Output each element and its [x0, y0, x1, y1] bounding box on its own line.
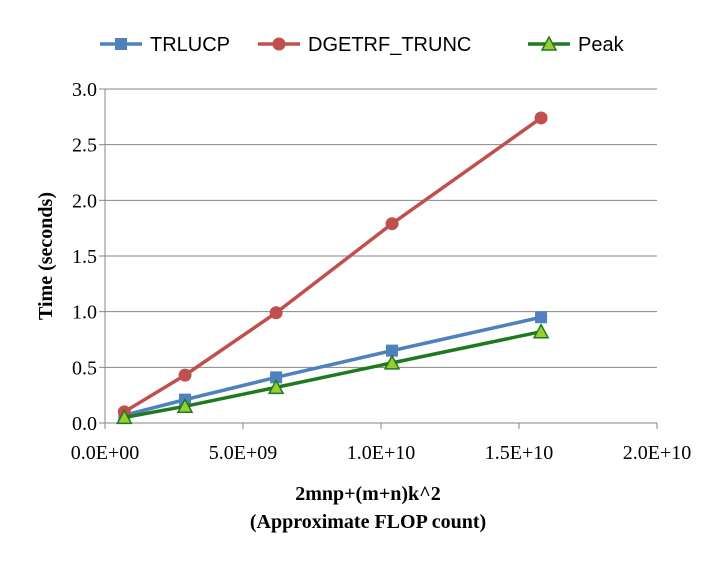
legend-swatch-marker	[115, 38, 127, 50]
y-axis-title: Time (seconds)	[35, 192, 57, 320]
y-tick-label: 0.0	[72, 413, 97, 435]
legend-item: DGETRF_TRUNC	[258, 34, 471, 56]
x-tick-label: 0.0E+00	[71, 442, 140, 464]
series-dgetrf-trunc	[117, 111, 548, 419]
x-tick-label: 5.0E+09	[209, 442, 278, 464]
legend-swatch-marker	[540, 35, 558, 51]
series-layer	[116, 111, 550, 425]
data-point	[269, 306, 283, 320]
legend: TRLUCP DGETRF_TRUNC Peak	[100, 34, 625, 56]
y-tick-label: 1.0	[72, 302, 97, 324]
data-point	[176, 397, 194, 414]
x-axis-title-line: 2mnp+(m+n)k^2	[295, 483, 441, 505]
y-gridlines	[105, 88, 657, 368]
y-tick-label: 1.5	[72, 246, 97, 268]
legend-item: Peak	[528, 34, 625, 56]
data-point	[386, 344, 399, 357]
x-tick-label: 1.0E+10	[347, 442, 416, 464]
data-point	[267, 378, 285, 395]
legend-label: Peak	[578, 34, 625, 56]
data-point	[532, 323, 550, 339]
data-point	[270, 371, 283, 384]
legend-label: DGETRF_TRUNC	[308, 34, 471, 56]
x-tick-label: 2.0E+10	[623, 442, 692, 464]
y-tick-label: 2.5	[72, 135, 97, 157]
axis-titles: Time (seconds) 2mnp+(m+n)k^2 (Approximate …	[35, 192, 486, 533]
data-point	[178, 368, 192, 382]
data-point	[535, 311, 548, 324]
x-axis-title-line: (Approximate FLOP count)	[250, 511, 486, 533]
tick-labels: 0.0 0.5 1.0 1.5 2.0 2.5 3.0 0.0E+00 5.0E+09 1.0E+…	[71, 79, 692, 464]
x-tick-label: 1.5E+10	[485, 442, 554, 464]
data-point	[383, 354, 401, 370]
legend-item: TRLUCP	[100, 34, 230, 56]
y-tick-label: 0.5	[72, 357, 97, 379]
data-point	[116, 408, 133, 425]
axes	[99, 88, 658, 429]
data-point	[385, 217, 399, 231]
legend-swatch-marker	[272, 37, 286, 51]
legend-label: TRLUCP	[150, 34, 230, 56]
y-tick-label: 2.0	[72, 190, 97, 212]
y-tick-label: 3.0	[72, 79, 97, 101]
series-peak	[116, 323, 550, 425]
data-point	[534, 111, 548, 125]
